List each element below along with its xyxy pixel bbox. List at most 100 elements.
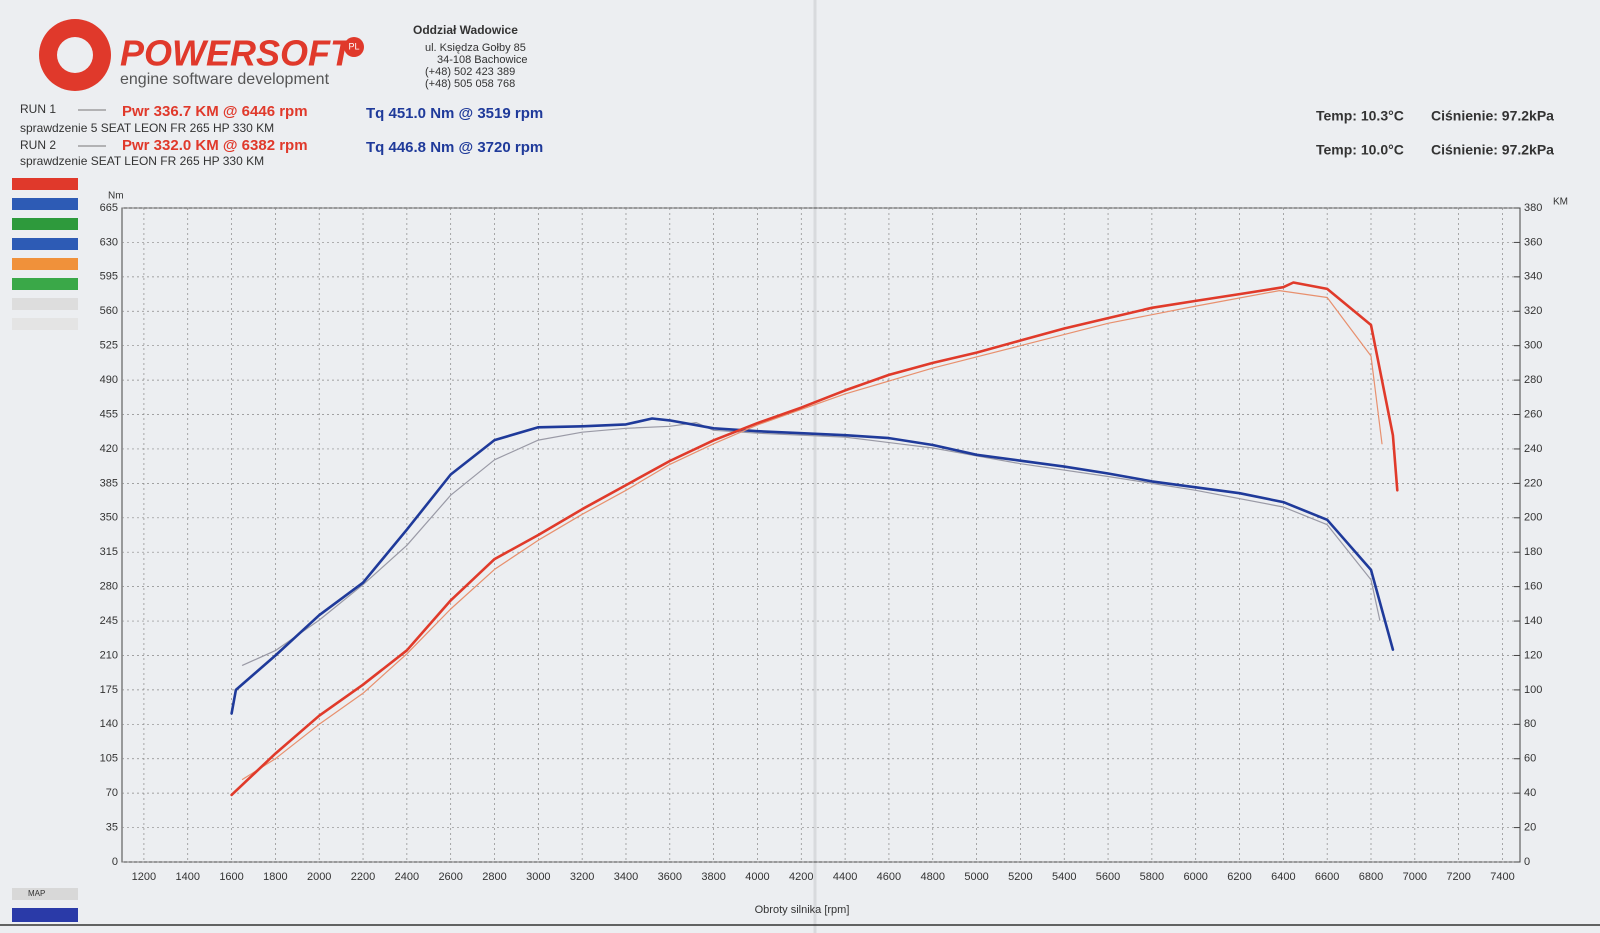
swatch: [12, 318, 78, 330]
side-panel: MAP: [12, 178, 78, 922]
swatch: [12, 198, 78, 210]
x-tick-label: 4600: [877, 871, 901, 883]
x-tick-label: 3800: [701, 871, 725, 883]
address-line: ul. Księdza Gołby 85: [425, 42, 526, 54]
x-tick-label: 3000: [526, 871, 550, 883]
y2-tick-label: 380: [1524, 202, 1542, 214]
x-tick-label: 3600: [658, 871, 682, 883]
run-note: sprawdzenie 5 SEAT LEON FR 265 HP 330 KM: [20, 121, 274, 135]
y2-tick-label: 340: [1524, 271, 1542, 283]
logo-badge: PL: [348, 41, 359, 51]
x-tick-label: 6000: [1183, 871, 1207, 883]
x-tick-label: 2200: [351, 871, 375, 883]
run-label: RUN 1: [20, 102, 56, 116]
y-tick-label: 385: [100, 477, 118, 489]
y2-tick-label: 200: [1524, 512, 1542, 524]
y2-tick-label: 300: [1524, 340, 1542, 352]
y2-tick-label: 20: [1524, 821, 1536, 833]
y-axis-title: Nm: [108, 191, 124, 202]
y-tick-label: 35: [106, 821, 118, 833]
y-tick-label: 105: [100, 753, 118, 765]
y-tick-label: 525: [100, 340, 118, 352]
x-axis-title: Obroty silnika [rpm]: [755, 904, 850, 916]
swatch: [12, 278, 78, 290]
y2-tick-label: 120: [1524, 649, 1542, 661]
run-pressure: Ciśnienie: 97.2kPa: [1431, 108, 1554, 124]
run-torque: Tq 446.8 Nm @ 3720 rpm: [366, 139, 543, 156]
x-tick-label: 6800: [1359, 871, 1383, 883]
logo-badge-bg: [344, 37, 364, 57]
y2-tick-label: 320: [1524, 305, 1542, 317]
x-tick-label: 3400: [614, 871, 638, 883]
x-tick-label: 7400: [1490, 871, 1514, 883]
y-tick-label: 420: [100, 443, 118, 455]
y-tick-label: 70: [106, 787, 118, 799]
x-tick-label: 5000: [964, 871, 988, 883]
run-pressure: Ciśnienie: 97.2kPa: [1431, 142, 1554, 158]
y2-tick-label: 140: [1524, 615, 1542, 627]
address-line: (+48) 505 058 768: [425, 78, 515, 90]
x-tick-label: 5200: [1008, 871, 1032, 883]
y-tick-label: 245: [100, 615, 118, 627]
y-tick-label: 280: [100, 581, 118, 593]
logo-icon-inner: [57, 37, 93, 73]
run-temp: Temp: 10.3°C: [1316, 108, 1404, 124]
y2-tick-label: 180: [1524, 546, 1542, 558]
x-tick-label: 4000: [745, 871, 769, 883]
x-tick-label: 2800: [482, 871, 506, 883]
x-tick-label: 4400: [833, 871, 857, 883]
run-note: sprawdzenie SEAT LEON FR 265 HP 330 KM: [20, 154, 264, 168]
x-tick-label: 2400: [395, 871, 419, 883]
y-tick-label: 210: [100, 649, 118, 661]
swatch: [12, 888, 78, 900]
x-tick-label: 5400: [1052, 871, 1076, 883]
y-tick-label: 315: [100, 546, 118, 558]
y2-tick-label: 40: [1524, 787, 1536, 799]
address-line: (+48) 502 423 389: [425, 66, 515, 78]
y-tick-label: 350: [100, 512, 118, 524]
swatch: [12, 218, 78, 230]
y2-tick-label: 240: [1524, 443, 1542, 455]
y2-tick-label: 280: [1524, 374, 1542, 386]
y-tick-label: 490: [100, 374, 118, 386]
y-tick-label: 630: [100, 236, 118, 248]
x-tick-label: 3200: [570, 871, 594, 883]
branch: Oddział Wadowice: [413, 23, 518, 37]
x-tick-label: 2000: [307, 871, 331, 883]
x-tick-label: 6200: [1227, 871, 1251, 883]
y2-tick-label: 80: [1524, 718, 1536, 730]
x-tick-label: 6600: [1315, 871, 1339, 883]
y2-tick-label: 360: [1524, 236, 1542, 248]
run-power: Pwr 336.7 KM @ 6446 rpm: [122, 103, 308, 120]
run-torque: Tq 451.0 Nm @ 3519 rpm: [366, 105, 543, 122]
logo: POWERSOFT: [120, 33, 355, 74]
x-tick-label: 7200: [1446, 871, 1470, 883]
side-label: MAP: [28, 889, 45, 898]
y2-tick-label: 160: [1524, 581, 1542, 593]
swatch: [12, 258, 78, 270]
y-tick-label: 560: [100, 305, 118, 317]
series-line: [241, 422, 1381, 666]
x-tick-label: 5600: [1096, 871, 1120, 883]
swatch: [12, 178, 78, 190]
swatch: [12, 298, 78, 310]
y-tick-label: 455: [100, 408, 118, 420]
x-tick-label: 2600: [438, 871, 462, 883]
swatch: [12, 908, 78, 922]
y-tick-label: 0: [112, 856, 118, 868]
y2-tick-label: 220: [1524, 477, 1542, 489]
y-tick-label: 665: [100, 202, 118, 214]
y2-axis-title: KM: [1553, 197, 1568, 208]
plot-frame: [121, 207, 1521, 863]
run-temp: Temp: 10.0°C: [1316, 142, 1404, 158]
y2-tick-label: 100: [1524, 684, 1542, 696]
series-line: [230, 281, 1399, 797]
y-tick-label: 140: [100, 718, 118, 730]
x-tick-label: 5800: [1140, 871, 1164, 883]
y2-tick-label: 260: [1524, 408, 1542, 420]
y2-tick-label: 0: [1524, 856, 1530, 868]
swatch: [12, 238, 78, 250]
x-tick-label: 4200: [789, 871, 813, 883]
